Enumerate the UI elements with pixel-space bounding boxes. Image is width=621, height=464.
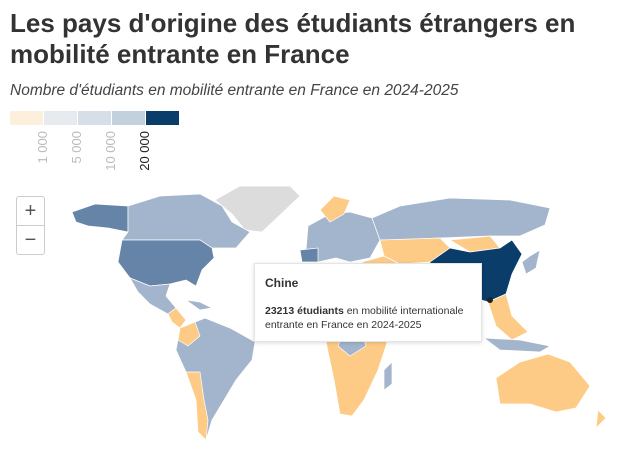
alaska: [71, 203, 129, 233]
subtitle: Nombre d'étudiants en mobilité entrante …: [10, 82, 459, 99]
legend-swatch: [112, 111, 145, 125]
tooltip-text: en mobilité internationale entrante en F…: [265, 305, 464, 331]
tooltip-country: Chine: [265, 276, 299, 290]
spain: [299, 247, 319, 263]
zoom-control: + −: [16, 196, 45, 255]
south-america-peach: [185, 371, 209, 441]
legend-swatch: [10, 111, 43, 125]
zoom-in[interactable]: +: [17, 197, 44, 226]
central-america: [167, 307, 187, 329]
southeast-asia: [487, 293, 529, 341]
tooltip-count: 23213 étudiants: [265, 305, 344, 317]
caribbean: [185, 299, 214, 311]
colombia: [177, 321, 201, 347]
title: Les pays d'origine des étudiants étrange…: [10, 8, 576, 69]
scandinavia: [319, 195, 351, 223]
legend-swatch: [78, 111, 111, 125]
zoom-out[interactable]: −: [24, 229, 37, 251]
australia: [495, 353, 591, 413]
selected-point: [487, 297, 493, 303]
indonesia: [482, 337, 551, 353]
russia: [371, 197, 551, 241]
tooltip-body: 23213 étudiants en mobilité internationa…: [265, 304, 475, 332]
tooltip: Chine 23213 étudiants en mobilité intern…: [254, 263, 482, 342]
legend-swatch: [146, 111, 179, 125]
new-zealand: [595, 409, 607, 429]
madagascar: [383, 361, 393, 391]
korea-japan: [521, 249, 541, 275]
greenland: [214, 185, 301, 233]
legend-swatch: [44, 111, 77, 125]
